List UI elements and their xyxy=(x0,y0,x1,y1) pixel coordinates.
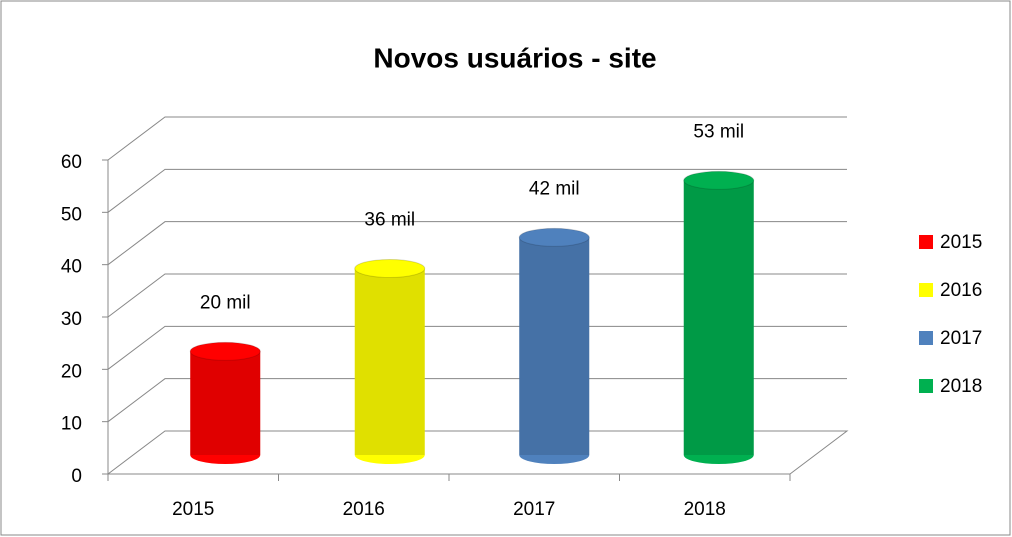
grid-line xyxy=(107,168,847,213)
bar xyxy=(190,351,261,464)
y-tick-label: 10 xyxy=(61,414,82,435)
data-label: 42 mil xyxy=(529,178,580,199)
bar-top xyxy=(683,170,755,190)
y-tick-label: 60 xyxy=(61,152,82,173)
y-tick-label: 50 xyxy=(61,204,82,225)
data-label: 20 mil xyxy=(200,292,251,313)
grid-line xyxy=(107,221,847,266)
legend-swatch xyxy=(919,235,933,249)
grid-line xyxy=(107,116,847,161)
x-tick-label: 2017 xyxy=(513,499,555,520)
bar xyxy=(519,237,590,464)
data-label: 53 mil xyxy=(693,121,744,142)
y-tick-label: 30 xyxy=(61,309,82,330)
legend-label: 2018 xyxy=(940,376,982,397)
grid-line xyxy=(107,430,849,475)
legend-swatch xyxy=(919,331,933,345)
grid-line xyxy=(107,273,847,318)
bar xyxy=(683,180,754,465)
x-tick-label: 2015 xyxy=(172,499,214,520)
legend-swatch xyxy=(919,379,933,393)
y-tick-label: 0 xyxy=(71,466,82,487)
legend-swatch xyxy=(919,283,933,297)
y-tick-label: 40 xyxy=(61,257,82,278)
grid-line xyxy=(107,325,847,370)
grid-line xyxy=(107,378,847,423)
bar xyxy=(354,268,425,464)
legend-label: 2017 xyxy=(940,328,982,349)
legend-label: 2015 xyxy=(940,232,982,253)
legend-label: 2016 xyxy=(940,280,982,301)
bar-top xyxy=(189,341,261,361)
y-tick-label: 20 xyxy=(61,361,82,382)
x-tick-label: 2016 xyxy=(343,499,385,520)
data-label: 36 mil xyxy=(364,209,415,230)
x-tick-label: 2018 xyxy=(684,499,726,520)
bar-top xyxy=(354,258,426,278)
bar-top xyxy=(518,227,590,247)
chart-title: Novos usuários - site xyxy=(373,42,656,73)
